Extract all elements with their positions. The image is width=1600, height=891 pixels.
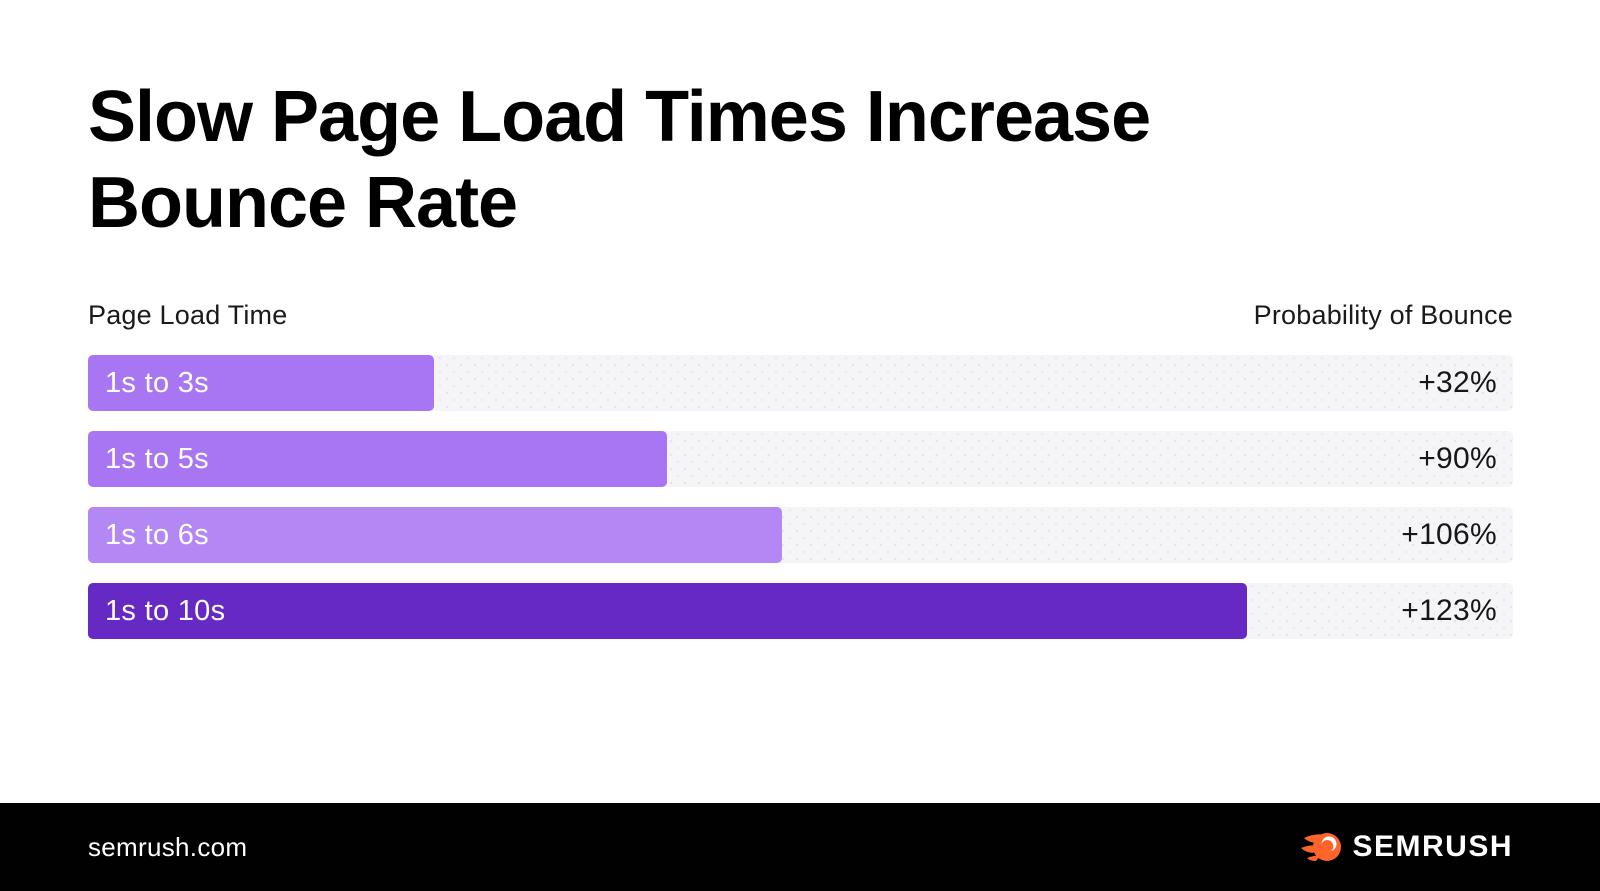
bar-category-label: 1s to 6s <box>105 518 209 551</box>
bar-category-label: 1s to 5s <box>105 442 209 475</box>
bar-value-label: +123% <box>1401 594 1497 627</box>
bar-category-label: 1s to 3s <box>105 366 209 399</box>
bar-track: 1s to 5s +90% <box>88 431 1513 487</box>
semrush-flame-icon <box>1300 829 1342 865</box>
page-title-line-2: Bounce Rate <box>88 163 518 243</box>
semrush-logo-text: SEMRUSH <box>1352 830 1513 863</box>
chart-row: 1s to 5s +90% <box>88 431 1513 487</box>
infographic-page: Slow Page Load Times Increase Bounce Rat… <box>0 74 1600 891</box>
bar-value-label: +106% <box>1401 518 1497 551</box>
chart-row: 1s to 6s +106% <box>88 507 1513 563</box>
bar-fill: 1s to 6s <box>88 507 782 563</box>
semrush-logo: SEMRUSH <box>1300 829 1513 865</box>
value-axis-label: Probability of Bounce <box>1253 300 1513 330</box>
site-url: semrush.com <box>88 831 248 862</box>
bar-value-label: +32% <box>1418 366 1497 399</box>
bar-track: 1s to 10s +123% <box>88 583 1513 639</box>
bar-fill: 1s to 10s <box>88 583 1247 639</box>
page-title-line-1: Slow Page Load Times Increase <box>88 77 1151 157</box>
chart-row: 1s to 3s +32% <box>88 355 1513 411</box>
category-axis-label: Page Load Time <box>88 300 288 330</box>
bar-category-label: 1s to 10s <box>105 594 226 627</box>
column-headers: Page Load Time Probability of Bounce <box>88 300 1513 331</box>
bar-track: 1s to 6s +106% <box>88 507 1513 563</box>
chart-row: 1s to 10s +123% <box>88 583 1513 639</box>
chart-area: Slow Page Load Times Increase Bounce Rat… <box>0 74 1600 639</box>
footer-bar: semrush.com SEMRUSH <box>0 803 1600 891</box>
bar-track: 1s to 3s +32% <box>88 355 1513 411</box>
bounce-rate-bar-chart: 1s to 3s +32% 1s to 5s +90% 1s to 6s <box>88 355 1513 639</box>
bar-value-label: +90% <box>1418 442 1497 475</box>
bar-fill: 1s to 5s <box>88 431 667 487</box>
page-title: Slow Page Load Times Increase Bounce Rat… <box>88 74 1513 246</box>
bar-fill: 1s to 3s <box>88 355 435 411</box>
